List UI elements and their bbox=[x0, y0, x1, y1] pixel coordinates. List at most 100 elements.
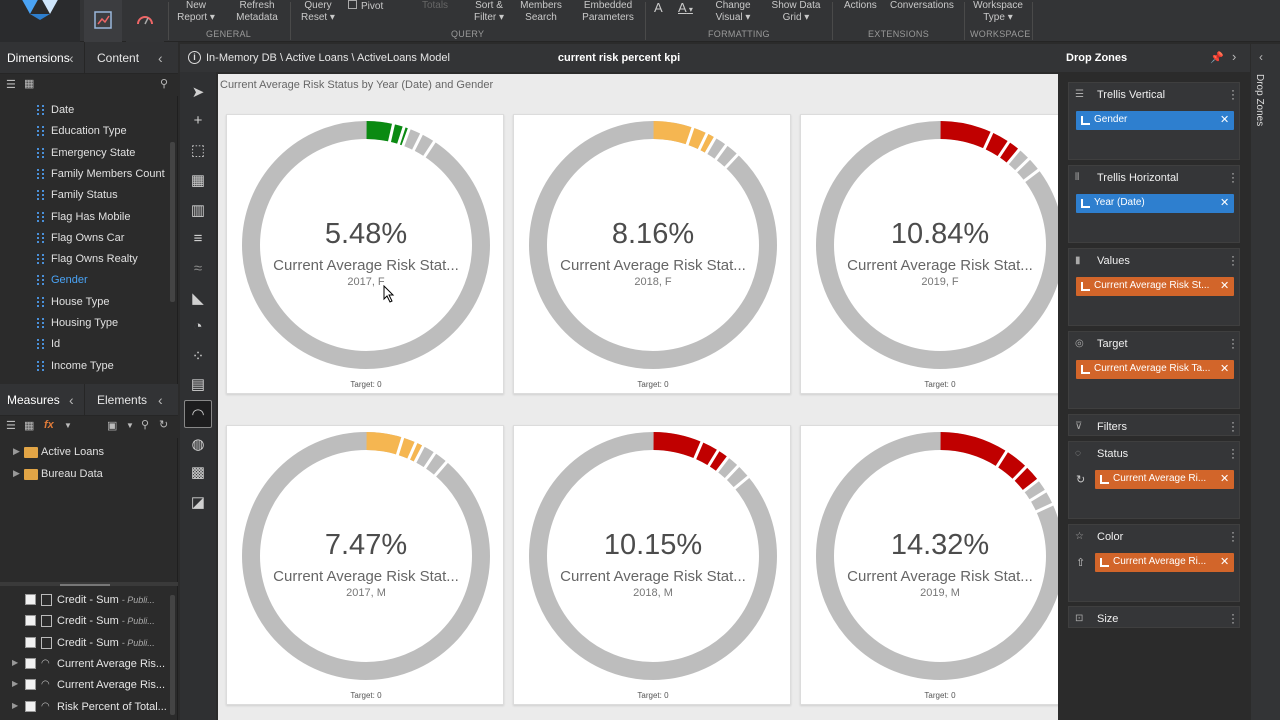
font-size-button[interactable]: A bbox=[654, 1, 663, 14]
list-view-icon[interactable]: ☰ bbox=[6, 420, 16, 432]
add-element-icon[interactable]: + bbox=[193, 111, 203, 129]
map-globe-icon[interactable]: ◍ bbox=[191, 436, 205, 453]
members-search-button[interactable]: Members Search bbox=[518, 0, 564, 24]
collapse-measures-icon[interactable]: ‹ bbox=[69, 392, 74, 408]
kpi-tile[interactable]: 5.48% Current Average Risk Stat... 2017, F… bbox=[226, 114, 504, 394]
field-chip[interactable]: Current Average Risk St... ✕ bbox=[1076, 277, 1234, 296]
field-chip[interactable]: Current Average Risk Ta... ✕ bbox=[1076, 360, 1234, 379]
expand-arrow-icon[interactable]: ▶ bbox=[12, 700, 19, 710]
breadcrumb[interactable]: In-Memory DB \ Active Loans \ ActiveLoan… bbox=[206, 52, 450, 64]
content-item[interactable]: ▶ ◠ Risk Percent of Total... bbox=[0, 697, 172, 718]
remove-field-icon[interactable]: ✕ bbox=[1220, 197, 1230, 209]
pivot-button[interactable]: Pivot bbox=[348, 0, 392, 13]
area-chart-icon[interactable]: ◣ bbox=[192, 290, 204, 307]
more-options-icon[interactable]: · · · bbox=[1231, 83, 1235, 105]
chevron-down-icon[interactable]: ▼ bbox=[126, 421, 134, 430]
sort-filter-button[interactable]: Sort & Filter ▾ bbox=[470, 0, 508, 24]
dimensions-scrollbar[interactable] bbox=[170, 142, 175, 302]
search-icon[interactable]: ⚲ bbox=[160, 78, 169, 90]
dimension-item[interactable]: Family Status bbox=[0, 185, 170, 206]
item-checkbox[interactable] bbox=[25, 615, 36, 627]
more-options-icon[interactable]: · · · bbox=[1231, 249, 1235, 271]
more-options-icon[interactable]: · · · bbox=[1231, 442, 1235, 464]
field-chip[interactable]: Gender ✕ bbox=[1076, 111, 1234, 130]
selection-box-icon[interactable]: ⬚ bbox=[190, 142, 206, 159]
field-chip[interactable]: Year (Date) ✕ bbox=[1076, 194, 1234, 213]
report-title[interactable]: current risk percent kpi bbox=[557, 52, 681, 64]
field-chip[interactable]: Current Average Ri... ✕ bbox=[1095, 470, 1234, 489]
expand-arrow-icon[interactable]: ▶ bbox=[13, 446, 20, 456]
info-icon[interactable]: i bbox=[188, 51, 201, 64]
item-checkbox[interactable] bbox=[25, 700, 36, 712]
pin-icon[interactable]: 📌 bbox=[1210, 52, 1224, 64]
gauge-kpi-icon[interactable]: ◠ bbox=[184, 400, 212, 428]
measure-folder[interactable]: ▶ Active Loans bbox=[0, 442, 170, 463]
line-chart-icon[interactable]: ≈ bbox=[193, 259, 203, 277]
kpi-tile[interactable]: 8.16% Current Average Risk Stat... 2018, F… bbox=[513, 114, 791, 394]
item-checkbox[interactable] bbox=[25, 657, 36, 669]
more-options-icon[interactable]: · · · bbox=[1231, 525, 1235, 547]
scatter-chart-icon[interactable]: ⁘ bbox=[191, 348, 205, 365]
kpi-tile[interactable]: 10.84% Current Average Risk Stat... 2019, … bbox=[800, 114, 1058, 394]
content-item[interactable]: ▶ ◠ Current Average Ris... bbox=[0, 654, 172, 675]
dimension-item[interactable]: Education Type bbox=[0, 121, 170, 142]
measure-folder[interactable]: ▶ Bureau Data bbox=[0, 464, 170, 485]
kpi-tile[interactable]: 7.47% Current Average Risk Stat... 2017, M… bbox=[226, 425, 504, 705]
dimension-item[interactable]: Gender bbox=[0, 270, 170, 291]
refresh-metadata-button[interactable]: Refresh Metadata bbox=[233, 0, 281, 24]
expand-arrow-icon[interactable]: ▶ bbox=[12, 657, 19, 667]
app-logo[interactable] bbox=[0, 0, 80, 42]
folder-add-icon[interactable]: ▣ bbox=[107, 420, 118, 432]
dimension-item[interactable]: Flag Has Mobile bbox=[0, 207, 170, 228]
expand-arrow-icon[interactable]: ▶ bbox=[12, 679, 19, 689]
measures-scrollbar[interactable] bbox=[170, 595, 175, 715]
arrow-up-icon[interactable]: ⇧ bbox=[1076, 557, 1086, 569]
new-report-button[interactable]: New Report ▾ bbox=[176, 0, 216, 24]
tab-elements[interactable]: Elements bbox=[97, 393, 148, 407]
formula-icon[interactable]: fx bbox=[44, 419, 54, 431]
change-visual-button[interactable]: Change Visual ▾ bbox=[712, 0, 754, 24]
item-checkbox[interactable] bbox=[25, 636, 36, 648]
chevron-right-icon[interactable]: › bbox=[1232, 49, 1237, 64]
collapse-elements-icon[interactable]: ‹ bbox=[158, 392, 163, 408]
drop-zone[interactable]: ◌ Status · · · ↻ Current Average Ri... ✕ bbox=[1068, 441, 1240, 519]
conversations-button[interactable]: Conversations bbox=[890, 0, 954, 12]
remove-field-icon[interactable]: ✕ bbox=[1220, 363, 1230, 375]
grid-visual-icon[interactable]: ▦ bbox=[190, 172, 206, 189]
table-icon[interactable]: ▤ bbox=[190, 376, 206, 393]
font-color-button[interactable]: A ▾ bbox=[678, 0, 693, 15]
embedded-parameters-button[interactable]: Embedded Parameters bbox=[578, 0, 638, 24]
tab-measures[interactable]: Measures bbox=[7, 393, 60, 407]
expand-arrow-icon[interactable]: ▶ bbox=[13, 467, 20, 478]
query-reset-button[interactable]: Query Reset ▾ bbox=[298, 0, 338, 24]
discovery-tool-button[interactable] bbox=[84, 0, 122, 42]
drop-zone[interactable]: ⫴ Trellis Horizontal · · · Year (Date) ✕ bbox=[1068, 165, 1240, 243]
dimension-item[interactable]: Id bbox=[0, 334, 170, 355]
remove-field-icon[interactable]: ✕ bbox=[1220, 473, 1230, 485]
content-item[interactable]: Credit - Sum - Publi... bbox=[0, 590, 172, 611]
content-item[interactable]: Credit - Sum - Publi... bbox=[0, 633, 172, 654]
chevron-left-icon[interactable]: ‹ bbox=[1259, 50, 1263, 64]
item-checkbox[interactable] bbox=[25, 679, 36, 691]
custom-visual-icon[interactable]: ◪ bbox=[190, 494, 206, 511]
content-item[interactable]: ▶ ◠ Current Average Ris... bbox=[0, 675, 172, 696]
chevron-down-icon[interactable]: ▼ bbox=[64, 421, 72, 430]
tab-content[interactable]: Content bbox=[97, 51, 140, 65]
calendar-icon[interactable]: ▦ bbox=[24, 78, 35, 90]
collapse-dimensions-icon[interactable]: ‹ bbox=[69, 50, 74, 66]
dimension-item[interactable]: Flag Owns Car bbox=[0, 228, 170, 249]
field-chip[interactable]: Current Average Ri... ✕ bbox=[1095, 553, 1234, 572]
remove-field-icon[interactable]: ✕ bbox=[1220, 280, 1230, 292]
more-options-icon[interactable]: · · · bbox=[1231, 607, 1235, 629]
dimension-item[interactable]: Income Type bbox=[0, 356, 170, 377]
refresh-icon[interactable]: ↻ bbox=[159, 419, 169, 431]
drop-zone[interactable]: ▮ Values · · · Current Average Risk St... ✕ bbox=[1068, 248, 1240, 326]
show-data-grid-button[interactable]: Show Data Grid ▾ bbox=[770, 0, 822, 24]
dimension-item[interactable]: Family Members Count bbox=[0, 164, 170, 185]
remove-field-icon[interactable]: ✕ bbox=[1220, 114, 1230, 126]
dimension-item[interactable]: Flag Owns Realty bbox=[0, 249, 170, 270]
calendar-icon[interactable]: ▦ bbox=[24, 420, 35, 432]
refresh-icon[interactable]: ↻ bbox=[1076, 474, 1086, 486]
more-options-icon[interactable]: · · · bbox=[1231, 332, 1235, 354]
item-checkbox[interactable] bbox=[25, 594, 36, 605]
